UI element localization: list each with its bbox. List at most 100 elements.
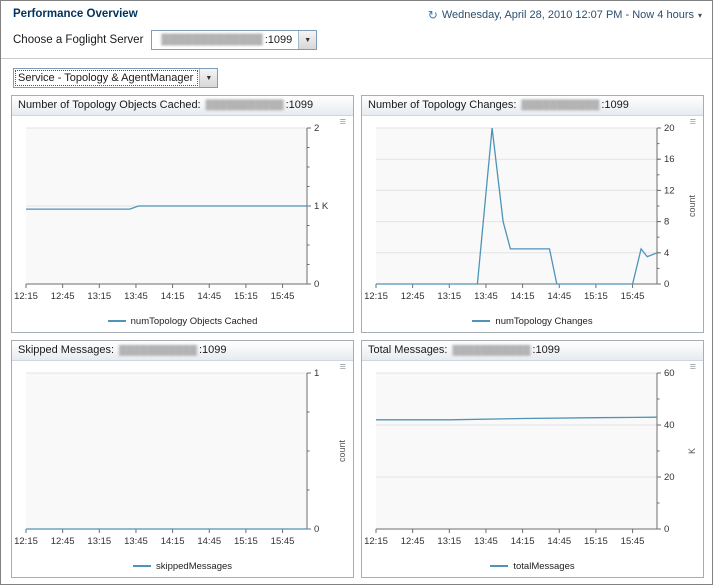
legend-line-swatch [107,320,126,322]
masked-server-text: ███████████ [205,100,284,111]
chart-panel-title: Number of Topology Changes: ███████████:1… [362,96,703,116]
svg-text:13:45: 13:45 [474,291,498,302]
svg-text:13:45: 13:45 [124,291,148,302]
time-range-control[interactable]: ↻ Wednesday, April 28, 2010 12:07 PM - N… [428,8,702,22]
page-title: Performance Overview [13,8,138,20]
chart-title-text: Total Messages: [368,344,448,356]
svg-text:16: 16 [664,154,675,165]
svg-text:14:15: 14:15 [511,291,535,302]
svg-text:12:45: 12:45 [51,536,75,547]
chart-panel-total-messages: Total Messages: ███████████:1099 ≡ 0 20 40 6… [361,340,704,578]
svg-text:13:15: 13:15 [87,291,111,302]
legend-label: totalMessages [513,560,575,572]
dropdown-arrow-button[interactable]: ▼ [199,69,218,87]
svg-text:60: 60 [664,368,675,379]
svg-text:15:15: 15:15 [234,291,258,302]
chart-legend: numTopology Changes [362,310,703,332]
svg-text:12:45: 12:45 [401,291,425,302]
legend-label: skippedMessages [155,560,233,572]
svg-text:15:45: 15:45 [621,291,645,302]
svg-text:15:15: 15:15 [584,291,608,302]
masked-server-text: ███████████ [119,345,197,356]
svg-text:15:15: 15:15 [234,536,258,547]
svg-text:0: 0 [664,524,669,535]
line-chart: 0 1 K 2 12:15 12:45 13:15 13:45 14:15 14:45 15:15… [14,123,329,302]
server-picker-row: Choose a Foglight Server █████████████:1… [1,24,712,58]
svg-text:count: count [687,194,697,217]
server-select[interactable]: █████████████:1099 ▼ [151,30,318,50]
svg-text:K: K [687,448,697,454]
svg-text:20: 20 [664,123,675,134]
svg-text:0: 0 [664,279,669,290]
chart-title-port: :1099 [285,99,314,111]
chart-panel-title: Skipped Messages: ███████████:1099 [12,341,353,361]
line-chart: 0 1 12:15 12:45 13:15 13:45 14:15 14:45 15:15 15:… [14,368,347,547]
svg-text:14:15: 14:15 [161,291,185,302]
svg-text:13:45: 13:45 [124,536,148,547]
svg-text:2: 2 [314,123,319,134]
service-select[interactable]: Service - Topology & AgentManager ▼ [13,68,219,88]
svg-text:1 K: 1 K [314,201,329,212]
svg-text:0: 0 [314,524,319,535]
svg-text:12:15: 12:15 [364,291,388,302]
svg-text:14:45: 14:45 [197,536,221,547]
chart-panel-title: Total Messages: ███████████:1099 [362,341,703,361]
svg-text:13:45: 13:45 [474,536,498,547]
chart-panel-topology-changes: Number of Topology Changes: ███████████:1… [361,95,704,333]
server-masked-text: █████████████ [161,34,263,46]
svg-text:15:15: 15:15 [584,536,608,547]
server-select-value: █████████████:1099 [152,31,298,49]
service-select-value: Service - Topology & AgentManager [14,69,199,87]
chart-panel-topology-objects-cached: Number of Topology Objects Cached: ██████… [11,95,354,333]
svg-text:12:45: 12:45 [401,536,425,547]
svg-text:12: 12 [664,185,675,196]
svg-text:15:45: 15:45 [621,536,645,547]
svg-text:12:15: 12:15 [364,536,388,547]
svg-text:0: 0 [314,279,319,290]
svg-text:15:45: 15:45 [271,536,295,547]
chart-panel-body: ≡ 0 1 K 2 12:15 12:45 13:15 13:45 14:15 14:45 15:… [12,116,353,332]
svg-text:12:15: 12:15 [14,291,38,302]
chart-panel-body: ≡ 0 1 12:15 12:45 13:15 13:45 14:15 14:45 15:15 1… [12,361,353,577]
header: Performance Overview ↻ Wednesday, April … [1,1,712,24]
chart-title-port: :1099 [532,344,560,356]
svg-text:12:45: 12:45 [51,291,75,302]
chart-title-text: Skipped Messages: [18,344,114,356]
line-chart: 0 20 40 60 12:15 12:45 13:15 13:45 14:15 14:45 15:… [364,368,697,547]
masked-server-text: ███████████ [521,100,600,111]
time-range-label: Wednesday, April 28, 2010 12:07 PM - Now… [441,9,694,21]
svg-text:20: 20 [664,472,675,483]
dropdown-arrow-button[interactable]: ▼ [298,31,317,49]
chart-title-port: :1099 [601,99,629,111]
legend-label: numTopology Objects Cached [130,315,258,327]
svg-text:15:45: 15:45 [271,291,295,302]
legend-line-swatch [490,565,509,567]
chart-title-text: Number of Topology Objects Cached: [18,99,201,111]
chart-title-text: Number of Topology Changes: [368,99,517,111]
masked-server-text: ███████████ [452,345,531,356]
caret-down-icon: ▾ [697,10,702,20]
chart-options-icon[interactable]: ≡ [689,361,696,373]
server-port: :1099 [264,34,293,46]
chart-legend: numTopology Objects Cached [12,310,353,332]
svg-text:13:15: 13:15 [437,536,461,547]
chart-legend: totalMessages [362,555,703,577]
clock-icon: ↻ [427,8,438,22]
svg-text:14:45: 14:45 [547,536,571,547]
separator [1,58,712,59]
chart-options-icon[interactable]: ≡ [339,116,346,128]
chart-panel-body: ≡ 0 4 8 12 16 20 12:15 12:45 13:15 13:45 14:15 14:4… [362,116,703,332]
chart-options-icon[interactable]: ≡ [689,116,696,128]
chart-options-icon[interactable]: ≡ [339,361,346,373]
service-picker-row: Service - Topology & AgentManager ▼ [1,59,712,95]
dropdown-arrow-icon: ▼ [304,36,312,44]
chart-panel-title: Number of Topology Objects Cached: ██████… [12,96,353,116]
svg-text:4: 4 [664,248,669,259]
charts-grid: Number of Topology Objects Cached: ██████… [1,95,712,584]
chart-panel-body: ≡ 0 20 40 60 12:15 12:45 13:15 13:45 14:15 14:45 1… [362,361,703,577]
svg-text:14:45: 14:45 [547,291,571,302]
chart-panel-skipped-messages: Skipped Messages: ███████████:1099 ≡ 0 1 12… [11,340,354,578]
server-picker-label: Choose a Foglight Server [13,34,144,46]
legend-label: numTopology Changes [495,315,593,327]
svg-text:40: 40 [664,420,675,431]
